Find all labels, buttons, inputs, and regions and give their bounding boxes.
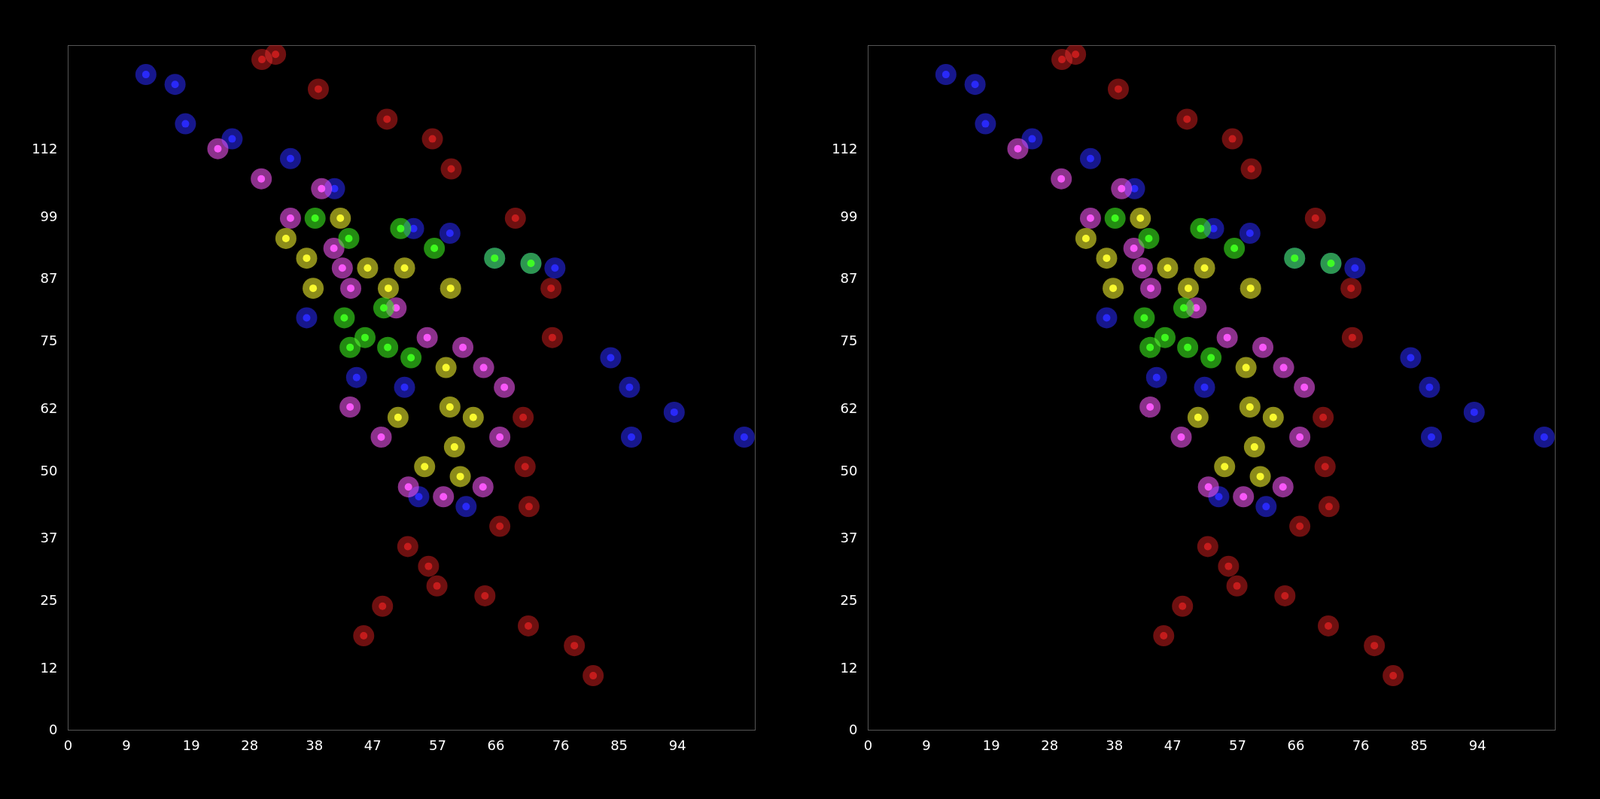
svg-text:25: 25 (40, 592, 58, 609)
svg-text:112: 112 (831, 140, 858, 157)
svg-text:19: 19 (182, 737, 201, 754)
svg-text:0: 0 (48, 721, 58, 738)
svg-text:99: 99 (40, 208, 58, 225)
svg-text:99: 99 (840, 208, 858, 225)
svg-text:87: 87 (40, 270, 58, 286)
svg-text:66: 66 (487, 737, 505, 754)
svg-text:66: 66 (1287, 737, 1305, 754)
svg-text:57: 57 (428, 737, 447, 754)
svg-text:76: 76 (1352, 737, 1370, 754)
svg-text:87: 87 (840, 270, 858, 286)
svg-text:57: 57 (1228, 737, 1247, 754)
svg-text:50: 50 (840, 462, 858, 479)
svg-text:47: 47 (1164, 737, 1182, 754)
svg-text:28: 28 (1040, 737, 1059, 754)
svg-text:0: 0 (863, 737, 873, 754)
svg-text:62: 62 (840, 400, 858, 417)
svg-text:75: 75 (40, 332, 58, 349)
svg-text:19: 19 (982, 737, 1001, 754)
svg-text:37: 37 (40, 529, 58, 546)
svg-text:112: 112 (31, 140, 58, 157)
svg-text:76: 76 (552, 737, 570, 754)
svg-text:9: 9 (121, 737, 131, 754)
svg-text:50: 50 (40, 462, 58, 479)
svg-text:28: 28 (240, 737, 259, 754)
svg-text:47: 47 (364, 737, 382, 754)
svg-text:0: 0 (848, 721, 858, 738)
svg-text:0: 0 (63, 737, 73, 754)
svg-text:37: 37 (840, 529, 858, 546)
svg-text:62: 62 (40, 400, 58, 417)
svg-text:12: 12 (840, 660, 858, 676)
svg-text:94: 94 (1469, 737, 1487, 754)
svg-text:9: 9 (921, 737, 931, 754)
svg-text:75: 75 (840, 332, 858, 349)
svg-text:94: 94 (669, 737, 687, 754)
svg-text:25: 25 (840, 592, 858, 609)
svg-text:85: 85 (610, 737, 628, 754)
svg-text:38: 38 (1105, 737, 1123, 754)
svg-text:12: 12 (40, 660, 58, 676)
svg-text:38: 38 (305, 737, 323, 754)
svg-text:85: 85 (1410, 737, 1428, 754)
